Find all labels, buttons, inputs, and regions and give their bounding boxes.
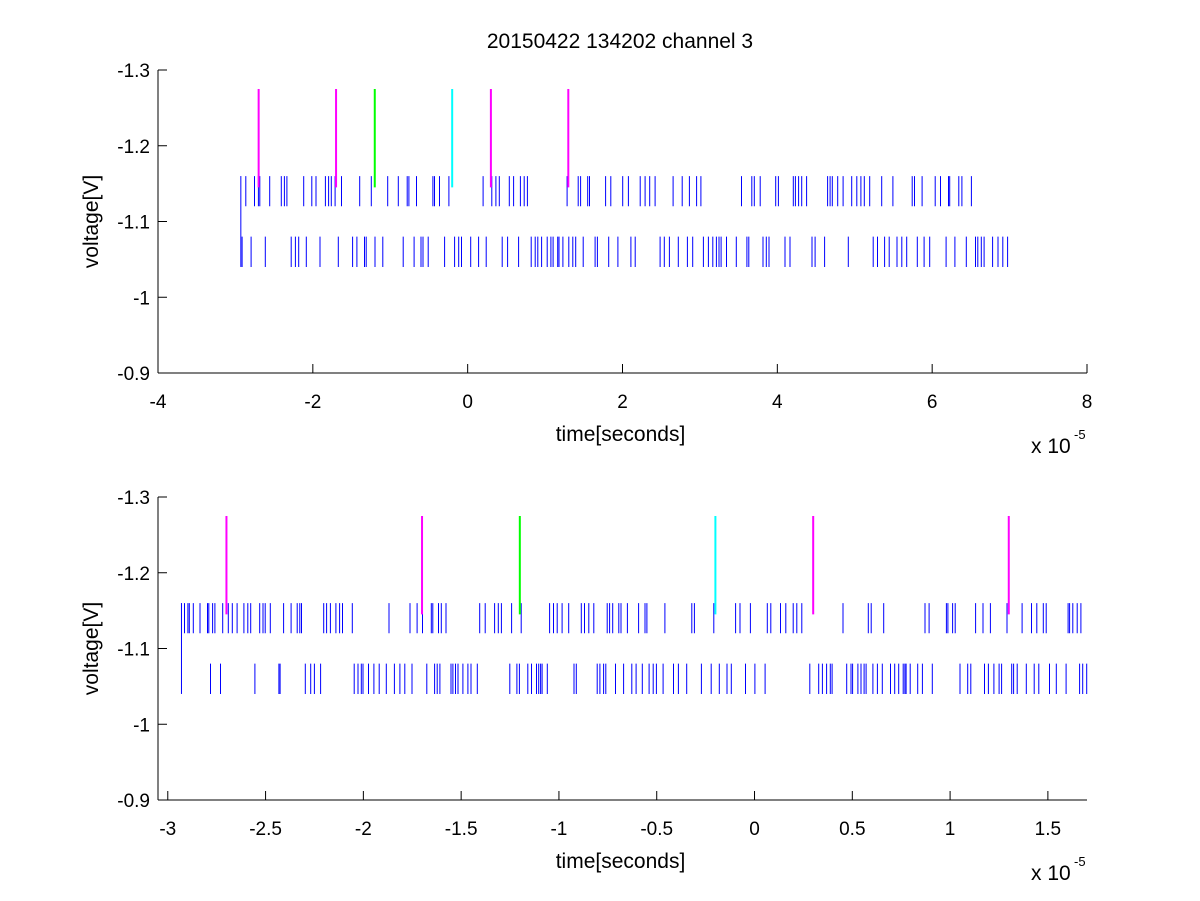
x-tick-label: 4 [772,392,783,413]
x-tick-label: 0 [749,819,760,840]
y-tick-label: -0.9 [117,791,150,812]
y-tick-label: -1.1 [117,640,150,661]
x-axis-label: time[seconds] [556,423,686,446]
x-tick-label: -2 [304,392,321,413]
x-exponent-base: x 10 [1031,435,1071,458]
x-tick-label: 1 [945,819,956,840]
y-axis-label: voltage[V] [80,602,103,695]
x-tick-label: -2 [355,819,372,840]
plot-top: -0.9 -1 -1.1 -1.2 -1.3 -4 -2 0 2 4 6 8 time[seconds]… [80,61,1092,458]
x-tick-label: 2 [617,392,628,413]
x-tick-label: 6 [927,392,938,413]
y-axis-label: voltage[V] [80,175,103,268]
x-exponent-power: -5 [1074,427,1086,442]
y-tick-label: -1.3 [117,61,150,82]
y-tick-label: -1.2 [117,137,150,158]
x-tick-label: 8 [1082,392,1093,413]
x-tick-label: 1.5 [1035,819,1061,840]
y-tick-label: -0.9 [117,364,150,385]
signal-noise-spikes [184,603,1088,694]
y-tick-label: -1.2 [117,564,150,585]
chart-title: 20150422 134202 channel 3 [487,30,753,53]
y-tick-label: -1.3 [117,488,150,509]
x-tick-label: -3 [159,819,176,840]
y-tick-label: -1.1 [117,213,150,234]
x-tick-label: 0 [462,392,473,413]
x-tick-label: 0.5 [839,819,865,840]
x-tick-label: -2.5 [249,819,282,840]
x-tick-label: -1.5 [445,819,478,840]
x-axis-label: time[seconds] [556,850,686,873]
x-tick-label: -1 [550,819,567,840]
plot-bottom: -0.9 -1 -1.1 -1.2 -1.3 -3 -2.5 -2 -1.5 -1 -0.5 0 0.5… [80,488,1088,885]
x-tick-label: -4 [150,392,167,413]
y-tick-label: -1 [133,715,150,736]
x-exponent-base: x 10 [1031,862,1071,885]
x-exponent-power: -5 [1074,854,1086,869]
x-tick-label: -0.5 [640,819,673,840]
signal-noise-spikes [241,176,1009,267]
y-tick-label: -1 [133,288,150,309]
